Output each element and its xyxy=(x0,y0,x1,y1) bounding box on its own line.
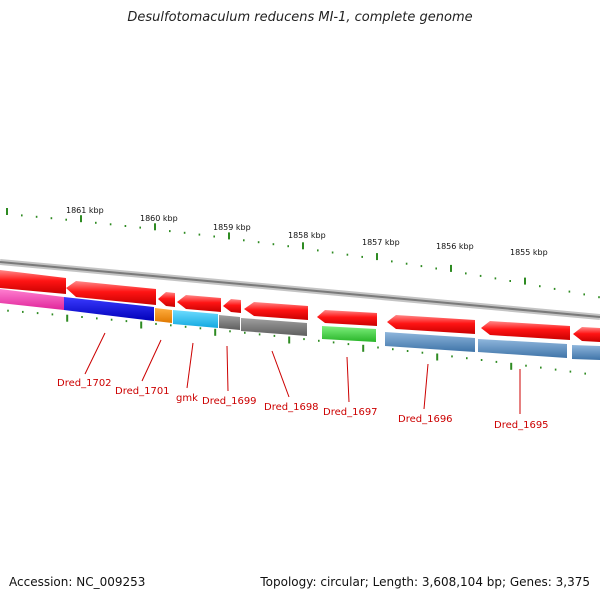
scale-labels: 1861 kbp 1860 kbp 1859 kbp 1858 kbp 1857… xyxy=(66,206,548,257)
tick-label-1856: 1856 kbp xyxy=(436,242,474,251)
tick-label-1858: 1858 kbp xyxy=(288,231,326,240)
cds-feature[interactable] xyxy=(223,299,241,313)
leader-gmk xyxy=(186,342,194,389)
cds-feature[interactable] xyxy=(0,270,66,294)
gene-label-dred-1695[interactable]: Dred_1695 xyxy=(494,420,549,431)
gene-block-next[interactable] xyxy=(572,345,600,360)
leader-dred-1697 xyxy=(346,356,350,403)
gene-label-dred-1696[interactable]: Dred_1696 xyxy=(398,414,453,425)
leader-dred-1699 xyxy=(226,345,229,392)
gene-track xyxy=(0,289,600,360)
cds-feature[interactable] xyxy=(177,295,221,312)
gene-block-dred-1695[interactable] xyxy=(478,339,567,358)
cds-feature[interactable] xyxy=(387,315,475,334)
leader-dred-1698 xyxy=(271,350,290,398)
gene-label-dred-1697[interactable]: Dred_1697 xyxy=(323,407,378,418)
leader-dred-1696 xyxy=(423,363,429,410)
tick-label-1857: 1857 kbp xyxy=(362,238,400,247)
leader-dred-1702 xyxy=(84,332,106,375)
cds-feature[interactable] xyxy=(66,281,156,305)
tick-label-1859: 1859 kbp xyxy=(213,223,251,232)
lower-scale-ticks xyxy=(7,309,587,375)
cds-feature[interactable] xyxy=(317,310,377,326)
leader-dred-1701 xyxy=(141,339,162,382)
gene-label-dred-1699[interactable]: Dred_1699 xyxy=(202,396,257,407)
gene-block-dred-1696[interactable] xyxy=(385,332,475,352)
map-title: Desulfotomaculum reducens MI-1, complete… xyxy=(127,10,473,25)
gene-block-dred-1698[interactable] xyxy=(241,318,307,336)
cds-feature[interactable] xyxy=(244,302,308,320)
cds-feature[interactable] xyxy=(573,327,600,342)
gene-block-dred-1697[interactable] xyxy=(322,326,376,342)
gene-label-dred-1702[interactable]: Dred_1702 xyxy=(57,378,112,389)
tick-label-1860: 1860 kbp xyxy=(140,214,178,223)
scale-ticks xyxy=(6,208,600,299)
genome-summary-text: Topology: circular; Length: 3,608,104 bp… xyxy=(260,575,590,589)
gene-label-gmk[interactable]: gmk xyxy=(176,393,198,404)
gene-block-dred-1701[interactable] xyxy=(155,308,172,323)
tick-label-1855: 1855 kbp xyxy=(510,248,548,257)
cds-feature[interactable] xyxy=(158,292,175,307)
gene-block-dred-1702[interactable] xyxy=(64,297,154,321)
gene-labels: Dred_1702 Dred_1701 gmk Dred_1699 Dred_1… xyxy=(57,378,549,431)
gene-block-gmk[interactable] xyxy=(173,310,218,328)
gene-block-dred-1702-left[interactable] xyxy=(0,289,64,310)
tick-label-1861: 1861 kbp xyxy=(66,206,104,215)
cds-feature[interactable] xyxy=(481,321,570,340)
gene-label-dred-1698[interactable]: Dred_1698 xyxy=(264,402,319,413)
label-leaders xyxy=(84,332,521,414)
accession-text: Accession: NC_009253 xyxy=(9,575,146,589)
gene-label-dred-1701[interactable]: Dred_1701 xyxy=(115,386,170,397)
genome-backbone xyxy=(0,259,600,320)
cds-track xyxy=(0,270,600,342)
gene-block-dred-1699[interactable] xyxy=(219,315,240,330)
